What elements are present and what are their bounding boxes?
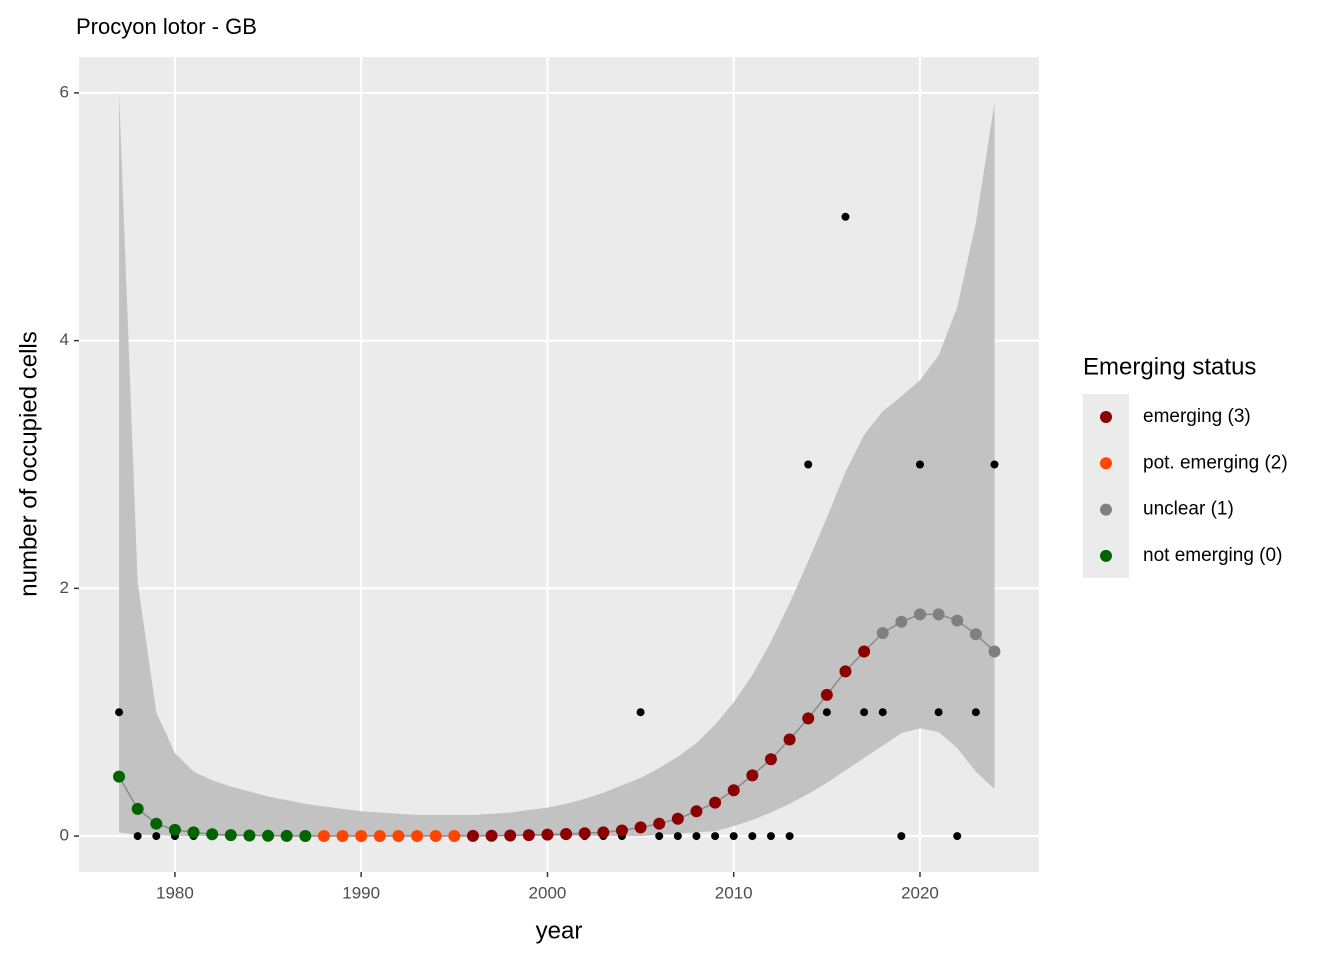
fitted-point — [616, 825, 628, 837]
chart-title: Procyon lotor - GB — [76, 14, 257, 39]
fitted-point — [113, 771, 125, 783]
fitted-point — [169, 824, 181, 836]
fitted-point — [970, 628, 982, 640]
fitted-point — [933, 608, 945, 620]
observed-point — [692, 832, 700, 840]
fitted-point — [988, 646, 1000, 658]
legend-label: pot. emerging (2) — [1143, 452, 1288, 473]
fitted-point — [355, 830, 367, 842]
observed-point — [990, 461, 998, 469]
fitted-point — [299, 830, 311, 842]
fitted-point — [262, 830, 274, 842]
fitted-point — [746, 769, 758, 781]
fitted-point — [467, 830, 479, 842]
x-tick-label: 2010 — [715, 883, 753, 902]
legend-label: unclear (1) — [1143, 499, 1234, 520]
observed-point — [860, 708, 868, 716]
observed-point — [786, 832, 794, 840]
observed-point — [152, 832, 160, 840]
observed-point — [711, 832, 719, 840]
y-tick-label: 0 — [60, 826, 69, 845]
observed-point — [972, 708, 980, 716]
observed-point — [916, 461, 924, 469]
fitted-point — [206, 828, 218, 840]
x-tick-label: 1990 — [342, 883, 380, 902]
fitted-point — [374, 830, 386, 842]
observed-point — [134, 832, 142, 840]
fitted-point — [486, 830, 498, 842]
x-tick-label: 2000 — [529, 883, 567, 902]
fitted-point — [448, 830, 460, 842]
fitted-point — [504, 829, 516, 841]
observed-point — [637, 708, 645, 716]
fitted-point — [337, 830, 349, 842]
y-axis-title: number of occupied cells — [15, 331, 42, 596]
observed-point — [841, 213, 849, 221]
x-tick-label: 1980 — [156, 883, 194, 902]
observed-point — [730, 832, 738, 840]
observed-point — [748, 832, 756, 840]
fitted-point — [392, 830, 404, 842]
fitted-point — [579, 827, 591, 839]
fitted-point — [895, 616, 907, 628]
fitted-point — [281, 830, 293, 842]
fitted-point — [672, 813, 684, 825]
fitted-point — [188, 826, 200, 838]
legend-key — [1100, 550, 1112, 562]
legend-label: not emerging (0) — [1143, 545, 1282, 566]
observed-point — [655, 832, 663, 840]
observed-point — [879, 708, 887, 716]
fitted-point — [541, 829, 553, 841]
x-tick-label: 2020 — [901, 883, 939, 902]
legend-label: emerging (3) — [1143, 406, 1251, 427]
fitted-point — [411, 830, 423, 842]
fitted-point — [523, 829, 535, 841]
fitted-point — [243, 829, 255, 841]
x-axis-title: year — [536, 917, 583, 944]
observed-point — [823, 708, 831, 716]
legend-key — [1100, 504, 1112, 516]
fitted-point — [765, 753, 777, 765]
legend-key — [1100, 457, 1112, 469]
legend-title: Emerging status — [1083, 353, 1256, 380]
fitted-point — [635, 821, 647, 833]
fitted-point — [784, 733, 796, 745]
fitted-point — [132, 803, 144, 815]
legend-key — [1100, 411, 1112, 423]
fitted-point — [318, 830, 330, 842]
observed-point — [897, 832, 905, 840]
fitted-point — [821, 689, 833, 701]
observed-point — [804, 461, 812, 469]
fitted-point — [597, 826, 609, 838]
fitted-point — [653, 818, 665, 830]
fitted-point — [560, 828, 572, 840]
fitted-point — [728, 784, 740, 796]
fitted-point — [802, 712, 814, 724]
y-tick-label: 4 — [60, 330, 69, 349]
fitted-point — [225, 829, 237, 841]
observed-point — [115, 708, 123, 716]
y-tick-label: 6 — [60, 82, 69, 101]
fitted-point — [430, 830, 442, 842]
fitted-point — [877, 627, 889, 639]
fitted-point — [150, 818, 162, 830]
fitted-point — [858, 646, 870, 658]
fitted-point — [914, 608, 926, 620]
fitted-point — [951, 615, 963, 627]
fitted-point — [709, 797, 721, 809]
observed-point — [767, 832, 775, 840]
fitted-point — [690, 805, 702, 817]
observed-point — [674, 832, 682, 840]
observed-point — [935, 708, 943, 716]
observed-point — [953, 832, 961, 840]
fitted-point — [839, 665, 851, 677]
y-tick-label: 2 — [60, 578, 69, 597]
